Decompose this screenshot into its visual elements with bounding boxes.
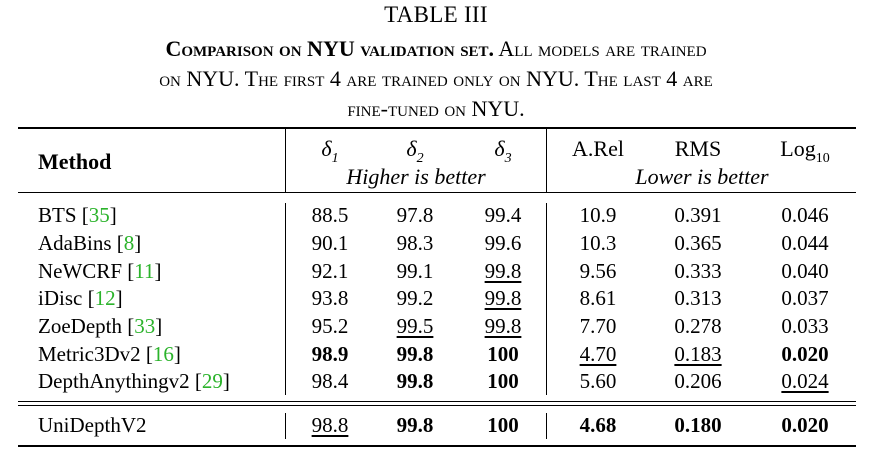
log10-cell: 0.024 <box>781 369 829 393</box>
method-cell: AdaBins [8] <box>38 231 142 255</box>
arel-cell: 10.9 <box>579 203 617 227</box>
log10-cell: 0.044 <box>781 231 829 255</box>
rms-cell: 0.313 <box>674 286 722 310</box>
delta2-cell: 99.8 <box>396 342 434 366</box>
delta1-cell: 92.1 <box>311 259 349 283</box>
delta1-cell-final: 98.8 <box>311 413 349 437</box>
table-top-rule <box>18 127 856 129</box>
table-label: TABLE III <box>384 2 488 27</box>
rms-cell: 0.206 <box>674 369 722 393</box>
delta2-cell-final: 99.8 <box>396 413 434 437</box>
delta3-cell: 99.8 <box>484 314 522 338</box>
arel-header: A.Rel <box>572 136 624 161</box>
caption-rest: All models are trained <box>494 36 707 61</box>
separator-rule-1 <box>18 401 856 402</box>
method-cell: BTS [35] <box>38 203 117 227</box>
header-vline-right <box>546 129 547 192</box>
final-vline-left <box>285 413 286 439</box>
method-cell: ZoeDepth [33] <box>38 314 163 338</box>
log10-cell: 0.040 <box>781 259 829 283</box>
delta3-cell-final: 100 <box>487 413 519 437</box>
citation-link[interactable]: 12 <box>94 286 116 310</box>
citation-link[interactable]: 29 <box>201 369 223 393</box>
separator-rule-2 <box>18 405 856 406</box>
delta2-cell: 98.3 <box>396 231 434 255</box>
delta3-cell: 99.6 <box>484 231 522 255</box>
delta3-cell: 99.8 <box>484 286 522 310</box>
log10-cell: 0.020 <box>781 342 829 366</box>
method-cell: Metric3Dv2 [16] <box>38 342 181 366</box>
delta1-header: δ1 <box>321 136 339 166</box>
arel-cell: 4.70 <box>579 342 617 366</box>
delta2-cell: 99.5 <box>396 314 434 338</box>
delta2-cell: 99.1 <box>396 259 434 283</box>
rms-cell-final: 0.180 <box>674 413 722 437</box>
citation-link[interactable]: 8 <box>123 231 135 255</box>
citation-link[interactable]: 16 <box>152 342 174 366</box>
citation-link[interactable]: 11 <box>134 259 155 283</box>
caption-line-2: on NYU. The first 4 are trained only on … <box>159 66 713 91</box>
delta3-cell: 100 <box>487 369 519 393</box>
method-cell: DepthAnythingv2 [29] <box>38 369 230 393</box>
rms-cell: 0.278 <box>674 314 722 338</box>
delta2-header: δ2 <box>406 136 424 166</box>
rms-cell: 0.365 <box>674 231 722 255</box>
rms-cell: 0.391 <box>674 203 722 227</box>
delta1-cell: 90.1 <box>311 231 349 255</box>
delta1-cell: 93.8 <box>311 286 349 310</box>
method-cell: NeWCRF [11] <box>38 259 162 283</box>
log10-cell: 0.046 <box>781 203 829 227</box>
arel-cell: 7.70 <box>579 314 617 338</box>
delta3-cell: 100 <box>487 342 519 366</box>
header-vline-left <box>285 129 286 192</box>
arel-cell-final: 4.68 <box>579 413 617 437</box>
delta1-cell: 98.9 <box>311 342 349 366</box>
log10-cell: 0.037 <box>781 286 829 310</box>
delta3-cell: 99.4 <box>484 203 522 227</box>
header-rule <box>18 192 856 193</box>
delta1-cell: 98.4 <box>311 369 349 393</box>
log10-cell-final: 0.020 <box>781 413 829 437</box>
delta2-cell: 99.8 <box>396 369 434 393</box>
body-vline-left <box>285 203 286 395</box>
arel-cell: 8.61 <box>579 286 617 310</box>
delta1-cell: 95.2 <box>311 314 349 338</box>
method-cell: iDisc [12] <box>38 286 123 310</box>
final-vline-right <box>546 413 547 439</box>
caption-bold: Comparison on NYU validation set. <box>165 36 495 61</box>
arel-cell: 9.56 <box>579 259 617 283</box>
citation-link[interactable]: 33 <box>134 314 156 338</box>
body-vline-right <box>546 203 547 395</box>
table-bottom-rule <box>18 445 856 447</box>
rms-header: RMS <box>674 136 722 161</box>
log10-header: Log10 <box>780 136 830 166</box>
method-header: Method <box>38 149 112 174</box>
caption-line-1: Comparison on NYU validation set. All mo… <box>0 34 872 64</box>
delta1-cell: 88.5 <box>311 203 349 227</box>
higher-is-better-label: Higher is better <box>346 164 486 189</box>
citation-link[interactable]: 35 <box>88 203 110 227</box>
log10-cell: 0.033 <box>781 314 829 338</box>
caption-line-3: fine-tuned on NYU. <box>347 96 525 121</box>
delta2-cell: 97.8 <box>396 203 434 227</box>
delta3-cell: 99.8 <box>484 259 522 283</box>
delta2-cell: 99.2 <box>396 286 434 310</box>
delta3-header: δ3 <box>494 136 512 166</box>
rms-cell: 0.333 <box>674 259 722 283</box>
arel-cell: 10.3 <box>579 231 617 255</box>
lower-is-better-label: Lower is better <box>635 164 769 189</box>
rms-cell: 0.183 <box>674 342 722 366</box>
method-cell-final: UniDepthV2 <box>38 413 147 437</box>
arel-cell: 5.60 <box>579 369 617 393</box>
